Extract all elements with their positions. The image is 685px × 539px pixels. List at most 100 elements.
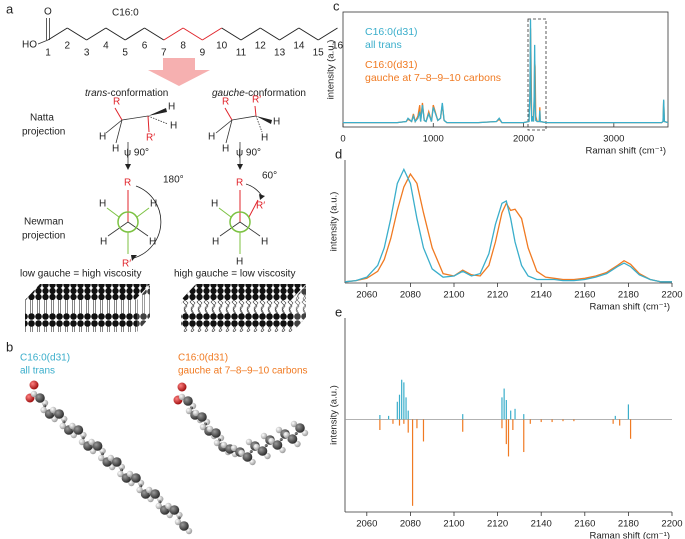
atom xyxy=(272,440,283,450)
x-tick-label: 2160 xyxy=(574,519,595,530)
label-part: gauche xyxy=(212,88,245,99)
atom xyxy=(213,439,221,447)
bond xyxy=(86,27,107,41)
natta-gauche: R H H R′ H H xyxy=(208,95,280,155)
atom xyxy=(80,431,87,439)
row-label: projection xyxy=(22,127,65,138)
angle-label: 180° xyxy=(163,175,184,186)
bond xyxy=(202,27,222,41)
atom xyxy=(158,500,162,504)
atom-label: H xyxy=(273,117,280,128)
atom xyxy=(220,441,228,449)
atom-label: H xyxy=(149,237,156,248)
x-tick-label: 2000 xyxy=(513,134,534,145)
carbon-number: 5 xyxy=(122,48,128,59)
atom xyxy=(283,431,290,439)
bond xyxy=(317,27,338,41)
plot-frame xyxy=(342,11,669,128)
atom xyxy=(118,463,126,471)
atom-label: H xyxy=(222,144,229,155)
label-part: -conformation xyxy=(245,88,306,99)
atom xyxy=(41,399,49,407)
x-tick-label: 2160 xyxy=(574,290,595,301)
carbon-number: 13 xyxy=(274,48,286,59)
atom-label: R′ xyxy=(252,95,261,106)
atom xyxy=(117,470,124,478)
newman-trans: R H H H H R′ 180° xyxy=(99,175,184,270)
bond xyxy=(124,27,145,41)
atom xyxy=(257,446,268,456)
carbon-number: 10 xyxy=(216,41,228,52)
carbon-number: 7 xyxy=(161,48,167,59)
row-label: Natta xyxy=(30,113,54,124)
atom xyxy=(30,390,38,398)
x-tick-label: 2120 xyxy=(487,290,508,301)
bond xyxy=(67,27,87,41)
spectrum-line xyxy=(343,19,669,124)
atom-label: R xyxy=(124,178,131,189)
atom xyxy=(165,502,172,510)
spectrum-line xyxy=(344,172,672,283)
bond xyxy=(163,27,184,41)
x-tick-label: 3000 xyxy=(603,134,624,145)
atom xyxy=(264,452,271,460)
viscosity-label: low gauche = high viscosity xyxy=(20,269,141,280)
molecule-label: all trans xyxy=(20,366,55,377)
bond xyxy=(221,27,242,41)
atom-label: H xyxy=(150,199,157,210)
carbon-number: 8 xyxy=(180,41,186,52)
atom xyxy=(260,432,268,440)
atom xyxy=(155,502,162,510)
atom xyxy=(295,423,305,433)
atom-label: H xyxy=(261,237,268,248)
legend-entry: C16:0(d31) xyxy=(365,59,418,71)
atom xyxy=(264,444,268,447)
carbon-number: 16 xyxy=(332,41,344,52)
x-tick-label: 2200 xyxy=(661,290,682,301)
y-axis-label: intensity (a.u.) xyxy=(326,40,337,100)
membrane-ordered xyxy=(25,284,150,332)
panel-label: b xyxy=(6,339,13,354)
carbon-number: 1 xyxy=(45,48,51,59)
atom xyxy=(177,516,181,520)
panel-label: a xyxy=(6,1,14,16)
row-label: Newman xyxy=(24,217,63,228)
atom-label: HO xyxy=(22,40,37,51)
atom xyxy=(177,382,187,392)
spectrum-line xyxy=(344,167,672,283)
atom-label: H xyxy=(99,132,106,143)
bond xyxy=(298,27,319,41)
atom xyxy=(88,438,95,446)
atom xyxy=(185,407,193,415)
x-tick-label: 2060 xyxy=(356,519,377,530)
atom xyxy=(238,449,245,457)
atom xyxy=(176,511,183,519)
atom xyxy=(301,429,309,437)
atom xyxy=(69,422,76,430)
conformation-label: gauche-conformation xyxy=(212,88,306,99)
atom xyxy=(59,422,66,430)
membrane-disordered xyxy=(181,284,306,332)
legend-entry: all trans xyxy=(365,39,402,51)
x-tick-label: 2100 xyxy=(443,519,464,530)
atom-label: H xyxy=(170,121,177,132)
molecule-label: C16:0(d31) xyxy=(178,353,228,364)
atom xyxy=(78,438,86,446)
natta-trans: R H H H H R′ xyxy=(99,97,177,155)
atom xyxy=(146,486,153,494)
bond xyxy=(182,27,203,41)
atom xyxy=(268,437,275,445)
atom xyxy=(290,420,298,428)
carbon-number: 6 xyxy=(142,41,148,52)
atom xyxy=(43,404,47,408)
carbon-number: 2 xyxy=(65,41,71,52)
atom xyxy=(253,443,260,451)
atom xyxy=(137,479,145,487)
atom xyxy=(249,450,253,453)
atom-label: R′ xyxy=(122,259,131,270)
atom xyxy=(120,468,124,472)
atom xyxy=(60,415,68,423)
rotation-arrow xyxy=(237,142,243,170)
atom xyxy=(249,458,256,466)
